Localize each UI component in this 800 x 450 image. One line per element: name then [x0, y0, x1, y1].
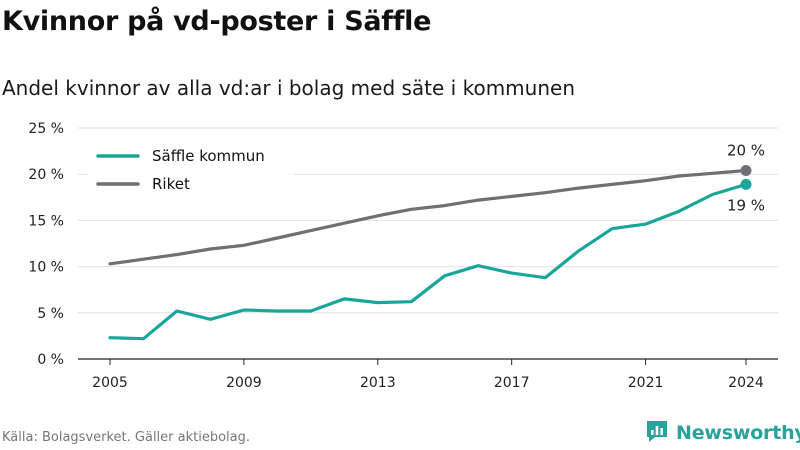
- legend: Säffle kommun Riket: [88, 142, 294, 196]
- series-line: [108, 168, 748, 266]
- x-tick-label: 2013: [360, 375, 396, 391]
- series-end-marker: [740, 165, 752, 177]
- y-tick-label: 0 %: [37, 352, 64, 368]
- series-end-marker: [740, 178, 752, 190]
- x-tick-label: 2005: [92, 375, 128, 391]
- legend-label: Riket: [152, 175, 190, 193]
- series-lines: [108, 165, 752, 341]
- legend-label: Säffle kommun: [152, 147, 265, 165]
- y-tick-label: 25 %: [28, 121, 64, 137]
- y-tick-label: 15 %: [28, 213, 64, 229]
- y-tick-label: 10 %: [28, 260, 64, 276]
- x-tick-label: 2009: [226, 375, 262, 391]
- series-line: [108, 182, 748, 341]
- series-end-label: 20 %: [727, 142, 765, 160]
- series-end-label: 19 %: [727, 196, 765, 214]
- chart-title: Kvinnor på vd-poster i Säffle: [2, 6, 432, 37]
- end-labels: 19 % 20 %: [727, 142, 765, 215]
- chart-subtitle: Andel kvinnor av alla vd:ar i bolag med …: [2, 76, 575, 100]
- x-tick-label: 2021: [628, 375, 664, 391]
- brand[interactable]: Newsworthy: [644, 418, 800, 448]
- brand-name: Newsworthy: [676, 422, 800, 444]
- axes: 0 % 5 % 10 % 15 % 20 % 25 % 2005 2009 2013 2017 20…: [28, 121, 778, 391]
- x-tick-label: 2024: [728, 375, 764, 391]
- y-tick-label: 20 %: [28, 167, 64, 183]
- x-tick-label: 2017: [494, 375, 530, 391]
- newsworthy-logo-icon: [644, 418, 670, 448]
- source-note: Källa: Bolagsverket. Gäller aktiebolag.: [2, 430, 251, 445]
- y-tick-label: 5 %: [37, 306, 64, 322]
